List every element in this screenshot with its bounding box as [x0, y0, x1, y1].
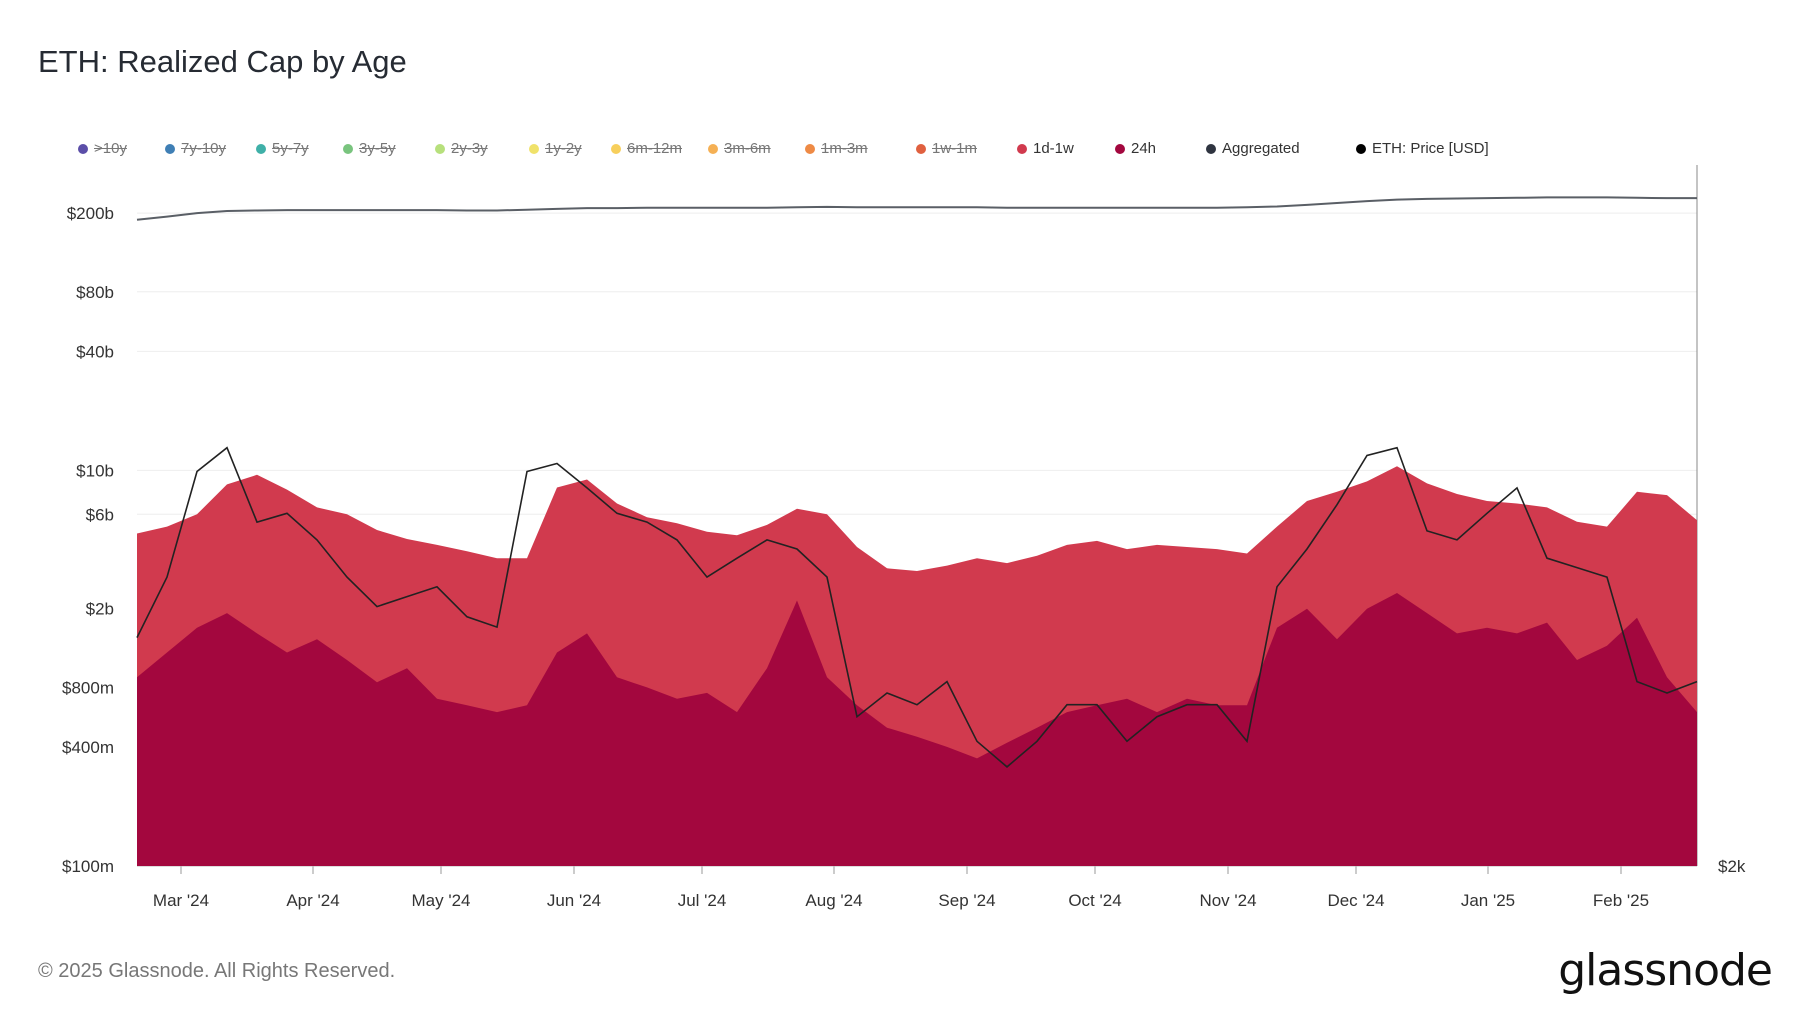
legend-item-4[interactable]: 2y-3y: [435, 140, 488, 157]
x-tick-label: Oct '24: [1068, 891, 1121, 910]
x-tick-label: Feb '25: [1593, 891, 1649, 910]
y-tick-label: $10b: [76, 461, 114, 480]
legend-dot-icon: [1017, 143, 1027, 154]
x-tick-label: Nov '24: [1199, 891, 1256, 910]
legend-item-6[interactable]: 6m-12m: [611, 140, 682, 157]
legend-label: 2y-3y: [451, 140, 488, 157]
legend-label: 1y-2y: [545, 140, 582, 157]
legend-dot-icon: [343, 143, 353, 154]
x-tick-label: Jun '24: [547, 891, 601, 910]
glassnode-logo[interactable]: glassnode: [1558, 945, 1773, 996]
line-eth-price: [136, 446, 1698, 768]
legend-dot-icon: [916, 143, 926, 154]
legend-item-0[interactable]: >10y: [78, 140, 127, 157]
legend-item-2[interactable]: 5y-7y: [256, 140, 309, 157]
legend-label: 3y-5y: [359, 140, 396, 157]
legend-label: 6m-12m: [627, 140, 683, 157]
x-tick-label: Mar '24: [153, 891, 209, 910]
line-series: [136, 196, 1698, 768]
legend-item-8[interactable]: 1m-3m: [805, 140, 868, 157]
line-aggregated: [136, 196, 1697, 221]
legend-dot-icon: [805, 143, 815, 154]
x-tick-label: Apr '24: [286, 891, 339, 910]
legend-label: Aggregated: [1222, 140, 1300, 157]
legend-dot-icon: [1206, 143, 1216, 154]
y-tick-label: $200b: [67, 204, 114, 223]
y2-axis: $2k: [1718, 857, 1746, 876]
legend-dot-icon: [165, 143, 175, 154]
y-tick-label: $80b: [76, 283, 114, 302]
x-tick-label: Jan '25: [1461, 891, 1515, 910]
legend-item-1[interactable]: 7y-10y: [165, 140, 226, 157]
legend-dot-icon: [529, 143, 539, 154]
area-series: [137, 466, 1697, 866]
legend-dot-icon: [1115, 143, 1125, 154]
legend-label: 7y-10y: [181, 140, 227, 157]
legend-label: 1w-1m: [932, 140, 978, 157]
x-tick-label: Jul '24: [678, 891, 727, 910]
legend-label: 1d-1w: [1033, 140, 1074, 157]
legend-item-7[interactable]: 3m-6m: [708, 140, 771, 157]
y-axis: $200b $80b $40b $10b $6b $2b $800m $400m $100m: [62, 204, 114, 876]
legend-dot-icon: [708, 143, 718, 154]
y2-tick-label: $2k: [1718, 857, 1746, 876]
y-tick-label: $2b: [86, 600, 114, 619]
legend-item-9[interactable]: 1w-1m: [916, 140, 977, 157]
y-tick-label: $100m: [62, 857, 114, 876]
legend-dot-icon: [256, 143, 266, 154]
chart-title: ETH: Realized Cap by Age: [38, 44, 407, 79]
area-24h: [137, 593, 1697, 866]
y-tick-label: $400m: [62, 738, 114, 757]
legend-item-11[interactable]: 24h: [1115, 140, 1156, 157]
legend-dot-icon: [611, 143, 621, 154]
legend-dot-icon: [78, 143, 88, 154]
y-tick-label: $40b: [76, 342, 114, 361]
x-tick-label: Dec '24: [1327, 891, 1384, 910]
legend-dot-icon: [1356, 143, 1366, 154]
legend-item-3[interactable]: 3y-5y: [343, 140, 396, 157]
legend-label: 24h: [1131, 140, 1157, 157]
legend-label: 3m-6m: [724, 140, 771, 157]
legend-label: 5y-7y: [272, 140, 309, 157]
y-tick-label: $6b: [86, 505, 114, 524]
x-tick-label: Aug '24: [805, 891, 862, 910]
y-tick-label: $800m: [62, 678, 114, 697]
chart-legend: >10y 7y-10y 5y-7y 3y-5y 2y-3y 1y-2y 6m-12m 3m-6…: [78, 140, 1778, 160]
legend-label: 1m-3m: [821, 140, 868, 157]
legend-label: >10y: [94, 140, 127, 157]
x-tick-label: Sep '24: [938, 891, 995, 910]
x-tick-label: May '24: [412, 891, 471, 910]
legend-item-10[interactable]: 1d-1w: [1017, 140, 1074, 157]
legend-item-13[interactable]: ETH: Price [USD]: [1356, 140, 1489, 157]
legend-item-5[interactable]: 1y-2y: [529, 140, 582, 157]
legend-label: ETH: Price [USD]: [1372, 140, 1489, 157]
legend-item-12[interactable]: Aggregated: [1206, 140, 1300, 157]
legend-dot-icon: [435, 143, 445, 154]
copyright-footer: © 2025 Glassnode. All Rights Reserved.: [38, 960, 396, 982]
